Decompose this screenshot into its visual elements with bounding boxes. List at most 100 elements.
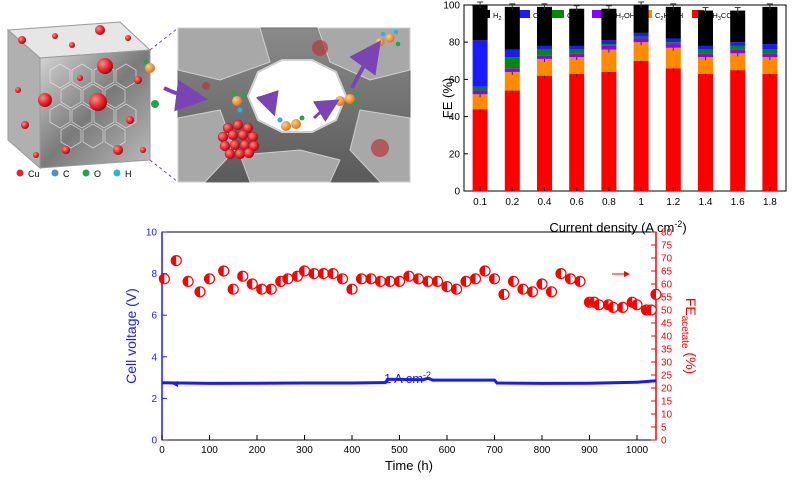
cell-voltage-axis-label: Cell voltage (V) [123, 288, 139, 384]
bar-segment-c3h7oh [569, 53, 585, 58]
fe-acetate-point [374, 275, 387, 287]
bar-segment-c2h4 [601, 44, 617, 46]
catalyst-illustration: Cu C O H [6, 21, 411, 183]
bar-legend-swatch [518, 10, 530, 18]
fe-acetate-point [227, 283, 239, 295]
bar-x-tick-label: 1.6 [731, 197, 745, 208]
fe-acetate-axis-label: FEacetate (%) [679, 298, 699, 374]
bar-segment-c2h5oh [762, 57, 778, 74]
bar-segment-c3h7oh [762, 53, 778, 58]
bar-legend-swatch [552, 10, 564, 18]
voltage-tick-label: 4 [151, 352, 157, 363]
bar-segment-c3h7oh [537, 55, 552, 59]
bar-y-axis-label: FE (%) [440, 78, 455, 118]
fe-acetate-point [384, 275, 396, 287]
fe-acetate-point [479, 265, 491, 277]
fe-acetate-point [194, 286, 206, 298]
fe-acetate-point [645, 304, 657, 316]
bar-plot-frame [463, 4, 787, 192]
fe-acetate-point [282, 273, 294, 285]
bar-segment-c2h4 [665, 42, 681, 45]
time-axis-label: Time (h) [385, 458, 433, 473]
bar-segment-ch3coo [472, 109, 488, 191]
fe-acetate-point [203, 273, 216, 285]
fe-acetate-point [607, 301, 619, 313]
fe-tick-label: 5 [661, 423, 667, 434]
bar-y-tick-label: 80 [449, 38, 461, 49]
bar-segment-c3h7oh [472, 90, 488, 95]
fe-tick-label: 25 [661, 371, 673, 382]
voltage-tick-label: 2 [151, 394, 157, 405]
fe-tick-label: 40 [661, 332, 673, 343]
bar-x-axis: 0.1 0.2 0.4 0.6 0.8 1 1.2 1.4 1.6 1.8 [473, 187, 777, 208]
fe-acetate-point [265, 283, 277, 295]
bar-segment-c3h7oh [633, 38, 649, 43]
bar-segment-h2 [537, 6, 552, 46]
voltage-direction-arrow [172, 381, 190, 387]
bar-segment-h2 [569, 8, 585, 46]
bar-segment-c3h7oh [665, 44, 681, 48]
fe-acetate-point [650, 288, 662, 300]
bar-segment-ch4 [762, 44, 778, 50]
bar-segment-ch3coo [730, 70, 746, 191]
bar-segment-ch4 [472, 40, 488, 87]
fe-acetate-point [545, 286, 558, 298]
fe-acetate-point [237, 270, 249, 282]
fe-tick-label: 55 [661, 293, 673, 304]
time-tick-label: 600 [439, 445, 456, 456]
bar-segment-c2h5oh [665, 47, 681, 69]
fe-tick-label: 20 [661, 384, 673, 395]
fe-tick-label: 35 [661, 345, 673, 356]
bar-segment-c2h4 [472, 86, 488, 91]
bar-x-tick-label: 1.2 [666, 197, 680, 208]
bar-y-tick-label: 0 [454, 187, 460, 198]
bar-segment-ch4 [601, 40, 617, 45]
time-tick-label: 0 [159, 445, 165, 456]
bar-segment-c2h5oh [698, 57, 713, 74]
fe-acetate-point [182, 275, 194, 287]
time-tick-label: 900 [581, 445, 598, 456]
bar-segment-c3h7oh [504, 68, 520, 72]
fe-acetate-point [574, 275, 586, 287]
fe-acetate-point [346, 283, 358, 295]
fe-acetate-point [336, 273, 349, 285]
time-tick-label: 1000 [626, 445, 649, 456]
voltage-tick-label: 10 [146, 228, 158, 239]
fe-acetate-point [507, 275, 520, 287]
fe-acetate-point [256, 283, 268, 295]
bar-legend-swatch [592, 10, 604, 18]
time-axis: 0 100 200 300 400 500 600 700 800 900 1000 [159, 435, 649, 456]
fe-acetate-point [431, 275, 444, 287]
bar-segment-h2 [730, 10, 746, 43]
voltage-tick-label: 6 [151, 311, 157, 322]
bar-segment-c2h4 [537, 49, 552, 56]
fe-acetate-point [593, 299, 605, 311]
fe-tick-label: 70 [661, 254, 673, 265]
fe-direction-arrow [612, 271, 630, 277]
fe-acetate-point [441, 281, 453, 293]
bar-segment-ch3coo [601, 71, 617, 191]
fe-acetate-point [617, 301, 629, 313]
fe-tick-label: 0 [661, 436, 667, 447]
fe-acetate-point [555, 268, 567, 280]
bar-x-tick-label: 0.2 [505, 197, 519, 208]
fe-tick-label: 60 [661, 280, 673, 291]
h-legend-dot [113, 169, 121, 177]
porous-cube-image [6, 21, 152, 170]
fe-acetate-point [517, 283, 529, 295]
fe-acetate-point [498, 288, 510, 300]
bar-segment-c2h4 [633, 36, 649, 39]
c-legend-dot [51, 169, 59, 177]
bar-x-tick-label: 0.6 [570, 197, 584, 208]
bar-x-tick-label: 1.8 [763, 197, 777, 208]
fe-acetate-point [450, 283, 463, 295]
fe-acetate-point [469, 273, 482, 285]
fe-acetate-point [403, 270, 415, 282]
fe-acetate-point [246, 278, 258, 290]
bar-segment-ch3coo [665, 68, 681, 191]
pore-zoom-image [177, 27, 411, 183]
time-tick-label: 800 [534, 445, 551, 456]
fe-acetate-point [631, 299, 643, 311]
bar-x-tick-label: 0.1 [473, 197, 487, 208]
fe-tick-label: 45 [661, 319, 673, 330]
